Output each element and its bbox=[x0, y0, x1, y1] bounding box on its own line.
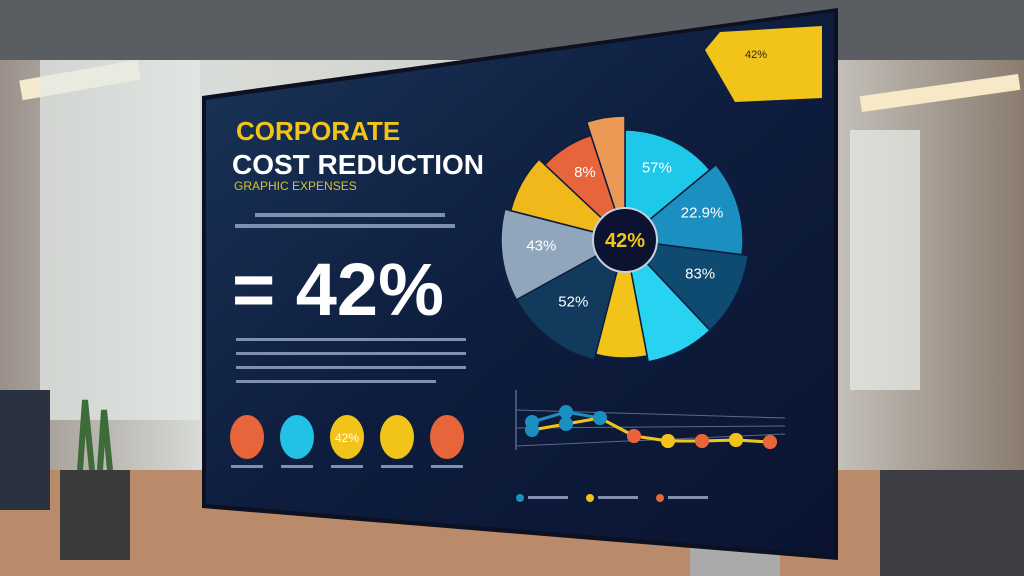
pie-center bbox=[592, 207, 658, 273]
body-text bbox=[236, 366, 466, 369]
line-point bbox=[525, 423, 539, 437]
stat-circle bbox=[280, 415, 314, 459]
window bbox=[850, 130, 920, 390]
stat-circle bbox=[330, 415, 364, 459]
pie-slice bbox=[624, 129, 711, 242]
ceiling bbox=[0, 0, 1024, 60]
body-text bbox=[236, 338, 466, 341]
line-chart bbox=[515, 390, 786, 502]
legend-marker bbox=[656, 494, 664, 502]
side-monitor bbox=[0, 390, 50, 510]
window bbox=[40, 60, 200, 420]
subtitle: GRAPHIC EXPENSES bbox=[234, 179, 357, 193]
chair bbox=[880, 470, 1024, 576]
body-text bbox=[236, 380, 436, 383]
line-point bbox=[695, 434, 709, 448]
ceiling-light bbox=[859, 73, 1021, 113]
corner-badge-text: 42% bbox=[745, 49, 767, 61]
line-point bbox=[763, 435, 777, 449]
pie-slice-label: 57% bbox=[642, 159, 672, 176]
pie-slice-label: 22.9% bbox=[681, 205, 724, 222]
legend-marker bbox=[516, 494, 524, 502]
stat-caption bbox=[331, 465, 363, 468]
stat-caption bbox=[381, 465, 413, 468]
line-point bbox=[661, 434, 675, 448]
stat-circle-label: 42% bbox=[335, 431, 359, 445]
legend-marker bbox=[586, 494, 594, 502]
pie-slice-label: 52% bbox=[558, 294, 588, 311]
stat-circle bbox=[230, 415, 264, 459]
stat-caption bbox=[281, 465, 313, 468]
corner-badge bbox=[705, 26, 822, 102]
title-line1: CORPORATE bbox=[236, 116, 400, 146]
pie-slice bbox=[509, 158, 626, 241]
stat-circle bbox=[430, 415, 464, 459]
line-point bbox=[559, 417, 573, 431]
stat-circles: 42% bbox=[230, 415, 464, 468]
stat-circle bbox=[380, 415, 414, 459]
line-point bbox=[729, 433, 743, 447]
pie-slice-label: 83% bbox=[685, 265, 715, 282]
title-line2: COST REDUCTION bbox=[232, 149, 484, 180]
legend-text bbox=[598, 496, 638, 499]
pie-slice-label: 43% bbox=[526, 238, 556, 255]
stat-caption bbox=[431, 465, 463, 468]
pie-slice-label: 8% bbox=[574, 164, 596, 181]
line-point bbox=[593, 411, 607, 425]
line-point bbox=[559, 405, 573, 419]
pie-slice bbox=[623, 237, 711, 363]
pie-slice bbox=[500, 208, 628, 301]
legend-text bbox=[668, 496, 708, 499]
plant bbox=[77, 399, 113, 471]
legend-text bbox=[528, 496, 568, 499]
pie-center-label: 42% bbox=[605, 230, 645, 252]
caption-text bbox=[235, 224, 455, 228]
pie-chart: 57% 22.9% 83% 52% 43% 8% 42% bbox=[500, 115, 749, 363]
caption-text bbox=[255, 213, 445, 217]
big-stat: = 42% bbox=[232, 248, 444, 331]
body-text bbox=[236, 352, 466, 355]
line-point bbox=[627, 429, 641, 443]
stat-caption bbox=[231, 465, 263, 468]
pen-holder bbox=[60, 470, 130, 560]
pie-slice bbox=[515, 238, 627, 362]
pie-slice bbox=[623, 238, 749, 332]
